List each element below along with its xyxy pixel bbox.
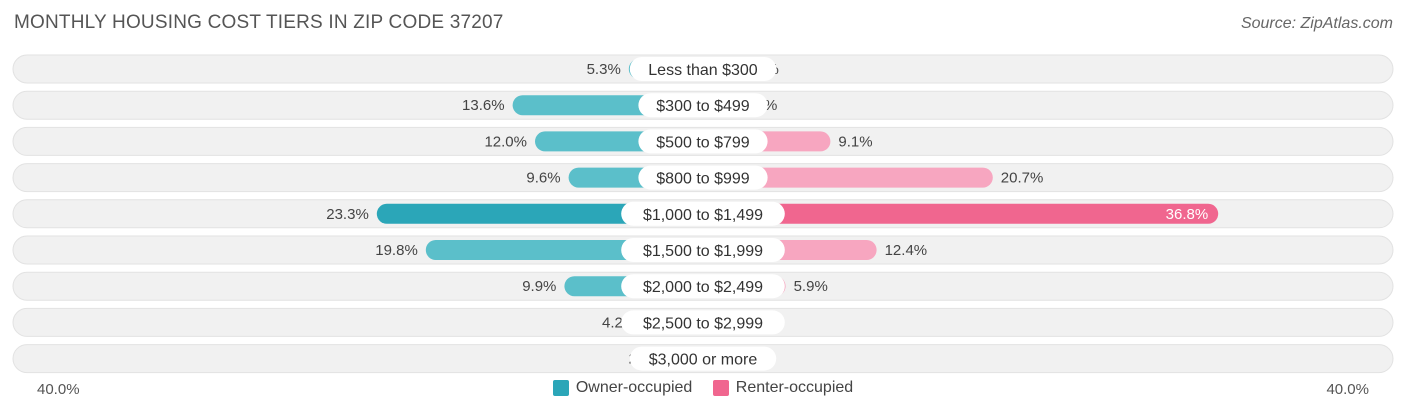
category-pill xyxy=(621,201,785,226)
renter-value-label: 9.1% xyxy=(838,133,872,150)
owner-bar xyxy=(376,203,703,224)
owner-value-label: 5.3% xyxy=(587,61,621,78)
legend-item-renter[interactable]: Renter-occupied xyxy=(712,379,854,397)
category-pill xyxy=(621,310,785,335)
owner-value-label: 9.6% xyxy=(526,170,560,187)
category-pill xyxy=(621,274,785,299)
owner-value-label: 9.9% xyxy=(522,278,556,295)
renter-value-label: 20.7% xyxy=(1001,170,1044,187)
legend-swatch-renter xyxy=(712,380,729,396)
category-pill xyxy=(621,238,785,262)
legend-item-owner[interactable]: Owner-occupied xyxy=(552,379,693,397)
category-pill xyxy=(629,346,777,371)
renter-value-label: 5.9% xyxy=(794,278,828,295)
owner-value-label: 23.3% xyxy=(326,206,369,223)
axis-left-label: 40.0% xyxy=(37,381,80,398)
category-label: Less than $300 xyxy=(648,62,758,79)
category-label: $1,500 to $1,999 xyxy=(643,243,763,260)
chart-legend: Owner-occupied Renter-occupied xyxy=(0,379,1406,401)
category-pill xyxy=(638,93,768,118)
category-label: $500 to $799 xyxy=(656,134,750,151)
owner-value-label: 13.6% xyxy=(462,97,505,114)
category-label: $2,000 to $2,499 xyxy=(643,279,763,296)
renter-value-label: 36.8% xyxy=(1166,206,1209,223)
legend-label-renter: Renter-occupied xyxy=(735,379,854,396)
owner-value-label: 19.8% xyxy=(375,242,418,259)
category-label: $300 to $499 xyxy=(656,98,750,115)
chart-title: MONTHLY HOUSING COST TIERS IN ZIP CODE 3… xyxy=(14,12,504,33)
axis-right-label: 40.0% xyxy=(1326,381,1369,398)
category-label: $800 to $999 xyxy=(656,171,750,188)
renter-bar xyxy=(703,167,993,188)
category-label: $3,000 or more xyxy=(649,352,758,369)
category-label: $2,500 to $2,999 xyxy=(643,315,763,332)
renter-value-label: 12.4% xyxy=(885,242,928,259)
category-label: $1,000 to $1,499 xyxy=(643,207,763,224)
renter-bar xyxy=(703,203,1219,224)
legend-swatch-owner xyxy=(552,380,569,396)
category-pill xyxy=(638,165,768,190)
owner-value-label: 12.0% xyxy=(484,133,527,150)
chart-source: Source: ZipAtlas.com xyxy=(1240,15,1393,32)
category-pill xyxy=(638,129,768,154)
category-pill xyxy=(629,57,777,81)
legend-label-owner: Owner-occupied xyxy=(575,379,693,396)
